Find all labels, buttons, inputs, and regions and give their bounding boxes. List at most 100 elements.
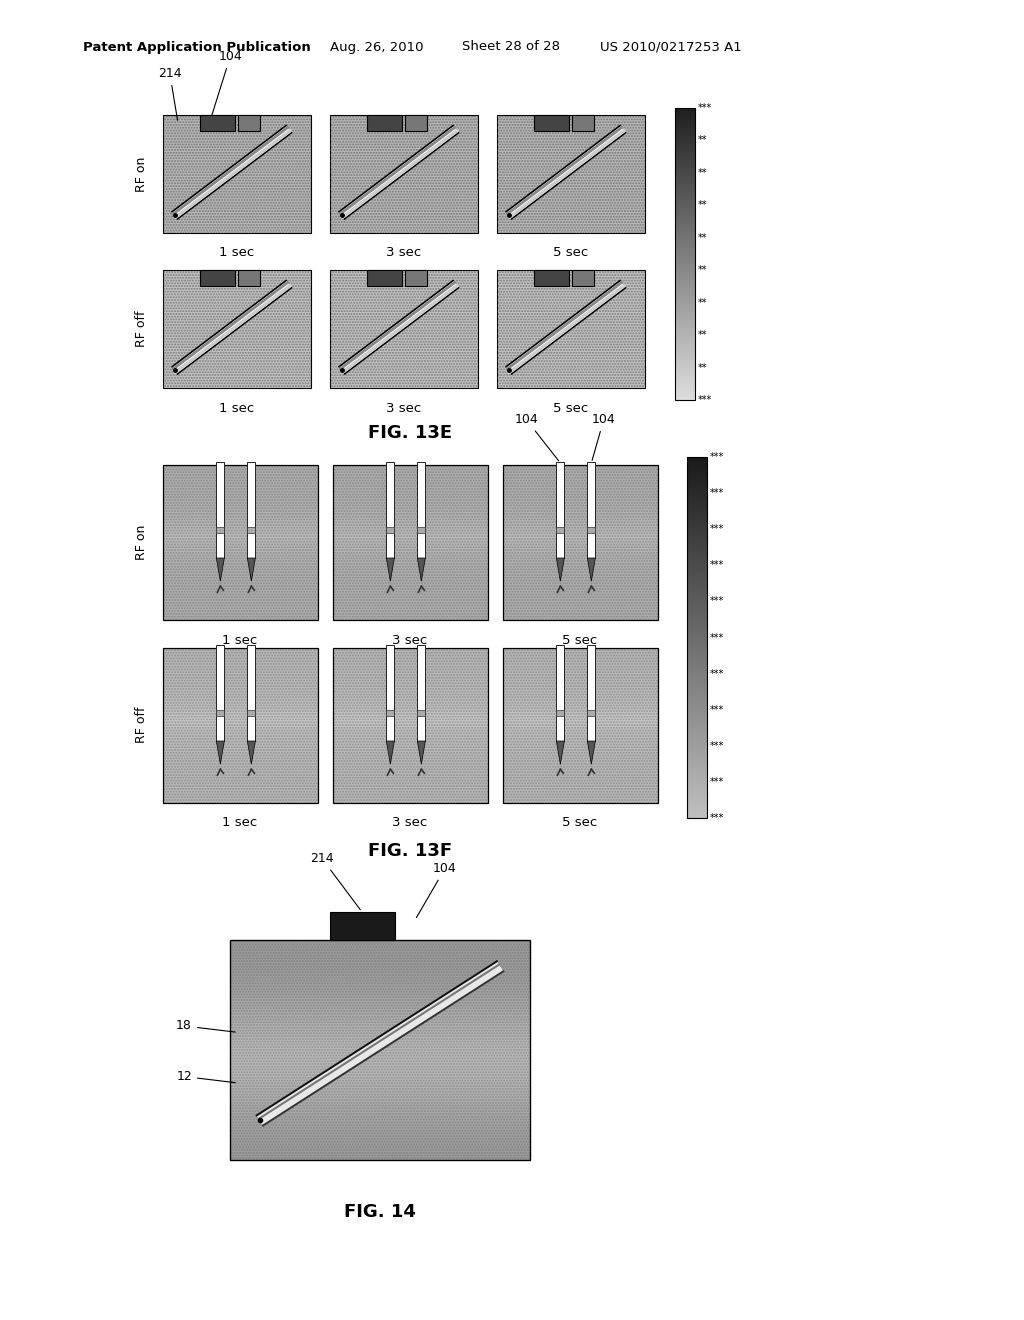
Bar — [163, 768, 318, 772]
Bar — [386, 527, 394, 533]
Bar — [503, 589, 658, 593]
Bar — [230, 1126, 530, 1130]
Text: 3 sec: 3 sec — [392, 634, 428, 647]
Bar — [333, 533, 488, 536]
Bar — [333, 697, 488, 701]
Bar — [230, 1133, 530, 1135]
Bar — [163, 548, 318, 552]
Bar — [333, 486, 488, 490]
Bar — [163, 663, 318, 667]
Bar — [230, 975, 530, 978]
Bar — [556, 710, 564, 715]
Bar — [230, 1049, 530, 1053]
Bar — [503, 490, 658, 492]
Bar — [163, 554, 318, 558]
Bar — [333, 651, 488, 655]
Bar — [503, 477, 658, 480]
Bar — [503, 467, 658, 471]
Bar — [503, 610, 658, 614]
Text: 1 sec: 1 sec — [222, 634, 258, 647]
Bar — [163, 796, 318, 800]
Bar — [163, 576, 318, 579]
Bar — [333, 573, 488, 577]
Bar — [230, 1057, 530, 1061]
Bar — [163, 527, 318, 531]
Bar — [163, 747, 318, 750]
Bar — [333, 483, 488, 487]
Bar — [503, 465, 658, 469]
Text: Sheet 28 of 28: Sheet 28 of 28 — [462, 41, 560, 54]
Bar — [333, 657, 488, 660]
Bar — [163, 731, 318, 735]
Bar — [572, 115, 594, 131]
Bar — [163, 750, 318, 754]
Bar — [230, 1143, 530, 1146]
Text: 5 sec: 5 sec — [553, 401, 589, 414]
Text: **: ** — [698, 136, 708, 145]
Bar — [333, 793, 488, 797]
Bar — [330, 271, 478, 388]
Bar — [333, 775, 488, 779]
Bar — [163, 667, 318, 669]
Bar — [333, 524, 488, 527]
Bar — [163, 115, 311, 234]
Bar — [230, 1102, 530, 1105]
Bar — [230, 1041, 530, 1044]
Bar — [163, 589, 318, 593]
Bar — [230, 1140, 530, 1143]
Bar — [163, 734, 318, 738]
Bar — [163, 480, 318, 483]
Bar — [163, 681, 318, 685]
Bar — [503, 529, 658, 533]
Bar — [163, 610, 318, 614]
Text: Patent Application Publication: Patent Application Publication — [83, 41, 310, 54]
Bar — [503, 719, 658, 722]
Bar — [503, 524, 658, 527]
Bar — [248, 645, 255, 741]
Bar — [230, 940, 530, 942]
Text: 1 sec: 1 sec — [219, 247, 255, 260]
Bar — [503, 663, 658, 667]
Bar — [503, 570, 658, 573]
Bar — [333, 579, 488, 583]
Bar — [163, 520, 318, 524]
Bar — [333, 467, 488, 471]
Bar — [163, 669, 318, 673]
Bar — [333, 517, 488, 521]
Bar — [503, 536, 658, 540]
Bar — [230, 1107, 530, 1110]
Bar — [230, 1044, 530, 1047]
Bar — [200, 115, 234, 131]
Bar — [230, 1115, 530, 1119]
Bar — [163, 766, 318, 768]
Text: RF on: RF on — [135, 156, 148, 191]
Bar — [503, 591, 658, 595]
Bar — [333, 791, 488, 793]
Bar — [163, 465, 318, 620]
Bar — [230, 1067, 530, 1069]
Text: 5 sec: 5 sec — [562, 634, 598, 647]
Text: ***: *** — [710, 813, 724, 822]
Bar — [503, 750, 658, 754]
Bar — [333, 495, 488, 499]
Bar — [333, 471, 488, 474]
Bar — [163, 513, 318, 517]
Bar — [163, 508, 318, 511]
Bar — [418, 462, 425, 558]
Bar — [230, 1006, 530, 1008]
Bar — [163, 561, 318, 564]
Bar — [333, 605, 488, 607]
Bar — [333, 543, 488, 545]
Bar — [588, 710, 595, 715]
Bar — [503, 738, 658, 741]
Bar — [163, 573, 318, 577]
Bar — [503, 474, 658, 478]
Bar — [230, 1138, 530, 1140]
Bar — [248, 527, 255, 533]
Bar — [230, 986, 530, 990]
Polygon shape — [588, 741, 595, 764]
Bar — [230, 1055, 530, 1059]
Bar — [333, 548, 488, 552]
Bar — [503, 653, 658, 657]
Bar — [503, 704, 658, 708]
